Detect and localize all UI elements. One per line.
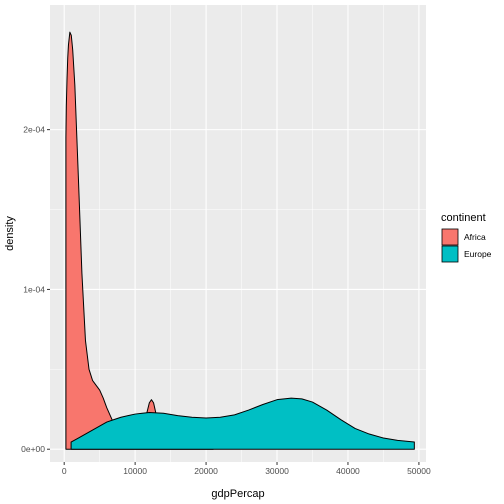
x-tick-label: 10000 [123, 466, 147, 476]
minor-gridlines [50, 5, 426, 462]
legend-key-africa [441, 228, 459, 246]
x-tick-label: 40000 [336, 466, 360, 476]
legend-title: continent [441, 212, 486, 224]
density-area-europe [70, 397, 415, 450]
x-tick-label: 50000 [407, 466, 431, 476]
y-tick-label: 1e-04 [23, 284, 45, 294]
plot-panel [50, 5, 426, 462]
y-axis-title: density [4, 216, 16, 251]
x-tick-label: 30000 [265, 466, 289, 476]
x-axis: 0 10000 20000 30000 40000 50000 [62, 462, 431, 476]
density-areas [65, 31, 415, 450]
x-axis-title: gdpPercap [211, 488, 264, 500]
legend-key-europe [441, 245, 459, 263]
y-tick-label: 2e-04 [23, 125, 45, 135]
x-tick-label: 0 [62, 466, 67, 476]
y-tick-label: 0e+00 [21, 444, 45, 454]
x-tick-label: 20000 [194, 466, 218, 476]
legend: continent Africa Europe [441, 212, 492, 263]
y-axis: 0e+00 1e-04 2e-04 [21, 125, 50, 454]
legend-label-africa: Africa [464, 232, 486, 242]
legend-label-europe: Europe [464, 249, 492, 259]
